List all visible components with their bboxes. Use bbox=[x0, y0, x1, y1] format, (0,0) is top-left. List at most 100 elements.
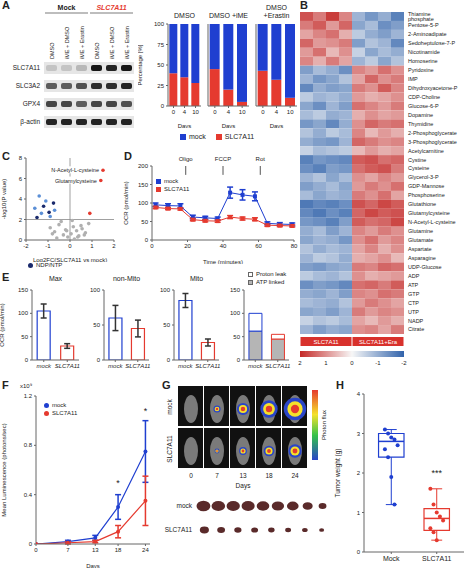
svg-text:2-Aminoadipate: 2-Aminoadipate bbox=[408, 31, 447, 37]
svg-text:0: 0 bbox=[19, 237, 23, 243]
svg-text:iME + DMSO: iME + DMSO bbox=[64, 26, 70, 59]
svg-text:N-Acetyl-L-cysteine: N-Acetyl-L-cysteine bbox=[408, 219, 456, 225]
svg-text:75: 75 bbox=[157, 42, 164, 48]
svg-text:mock: mock bbox=[166, 398, 173, 414]
svg-text:4: 4 bbox=[357, 391, 361, 397]
svg-text:40: 40 bbox=[220, 243, 227, 249]
svg-text:0: 0 bbox=[167, 357, 171, 363]
svg-text:3: 3 bbox=[357, 431, 361, 437]
svg-text:Glucose-6-P: Glucose-6-P bbox=[408, 103, 439, 109]
svg-text:7: 7 bbox=[66, 547, 70, 553]
svg-text:SLC7A11: SLC7A11 bbox=[96, 4, 126, 11]
svg-text:Glutamylcysteine: Glutamylcysteine bbox=[408, 210, 450, 216]
svg-text:NADP: NADP bbox=[408, 318, 424, 324]
svg-text:0: 0 bbox=[172, 109, 176, 115]
svg-text:Pyridoxine: Pyridoxine bbox=[408, 67, 434, 73]
svg-text:150: 150 bbox=[230, 287, 241, 293]
svg-text:100: 100 bbox=[90, 287, 101, 293]
svg-text:0: 0 bbox=[150, 243, 154, 249]
svg-text:Glutathione: Glutathione bbox=[408, 201, 436, 207]
svg-text:*: * bbox=[144, 406, 148, 416]
svg-text:50: 50 bbox=[93, 322, 100, 328]
svg-text:SLC7A11: SLC7A11 bbox=[13, 64, 41, 71]
svg-text:100: 100 bbox=[160, 287, 171, 293]
svg-text:Dopamine: Dopamine bbox=[408, 112, 433, 118]
svg-text:Time (minutes): Time (minutes) bbox=[203, 259, 243, 264]
svg-text:20: 20 bbox=[184, 243, 191, 249]
svg-text:mock: mock bbox=[37, 363, 52, 369]
svg-text:50: 50 bbox=[163, 322, 170, 328]
svg-text:Oligo: Oligo bbox=[179, 156, 194, 162]
svg-text:1.2: 1.2 bbox=[24, 393, 33, 399]
svg-text:0.8: 0.8 bbox=[24, 442, 33, 448]
svg-text:10: 10 bbox=[192, 109, 199, 115]
svg-text:50: 50 bbox=[233, 334, 240, 340]
svg-text:SLC7A11: SLC7A11 bbox=[195, 363, 220, 369]
svg-text:2: 2 bbox=[19, 217, 23, 223]
svg-text:1: 1 bbox=[90, 243, 94, 249]
svg-text:0: 0 bbox=[357, 549, 361, 555]
svg-text:Glutamate: Glutamate bbox=[408, 237, 433, 243]
svg-text:SLC3A2: SLC3A2 bbox=[16, 82, 41, 89]
svg-text:0: 0 bbox=[350, 360, 354, 366]
svg-text:iME + Erastin: iME + Erastin bbox=[124, 26, 130, 59]
svg-text:25: 25 bbox=[157, 83, 164, 89]
svg-text:50: 50 bbox=[21, 334, 28, 340]
svg-text:4: 4 bbox=[183, 109, 187, 115]
svg-text:mock: mock bbox=[108, 363, 123, 369]
svg-text:Log2FC(SLC7A11 vs mock): Log2FC(SLC7A11 vs mock) bbox=[33, 257, 107, 262]
svg-text:10: 10 bbox=[287, 109, 294, 115]
svg-text:3-Phosphoglycerate: 3-Phosphoglycerate bbox=[408, 139, 457, 145]
svg-text:Percentage [%]: Percentage [%] bbox=[138, 44, 143, 85]
svg-text:10: 10 bbox=[239, 109, 246, 115]
svg-text:Rot: Rot bbox=[256, 156, 266, 162]
svg-text:Tumor weight (g): Tumor weight (g) bbox=[334, 449, 342, 498]
svg-text:4: 4 bbox=[275, 109, 279, 115]
svg-text:SLC7A11: SLC7A11 bbox=[165, 526, 193, 533]
svg-text:mock: mock bbox=[248, 363, 263, 369]
svg-text:-2: -2 bbox=[401, 360, 407, 366]
svg-text:Mean Luminescence (photons/sec: Mean Luminescence (photons/sec) bbox=[1, 423, 7, 516]
svg-text:iME + DMSO: iME + DMSO bbox=[109, 26, 115, 59]
svg-text:N-Acetyl-L-cysteine: N-Acetyl-L-cysteine bbox=[51, 167, 99, 173]
svg-text:ATP: ATP bbox=[408, 282, 419, 288]
svg-text:mock: mock bbox=[178, 363, 193, 369]
svg-text:1: 1 bbox=[357, 510, 361, 516]
svg-text:FCCP: FCCP bbox=[215, 156, 231, 162]
svg-text:150: 150 bbox=[138, 182, 149, 188]
svg-text:Acetylcarnitine: Acetylcarnitine bbox=[408, 148, 444, 154]
svg-text:2: 2 bbox=[298, 360, 302, 366]
svg-text:Mock: Mock bbox=[58, 4, 76, 11]
svg-text:-2: -2 bbox=[23, 243, 29, 249]
svg-text:24: 24 bbox=[291, 472, 299, 479]
svg-text:-1: -1 bbox=[45, 243, 51, 249]
svg-text:200: 200 bbox=[138, 163, 149, 169]
svg-text:UDP-Glucose: UDP-Glucose bbox=[408, 264, 442, 270]
svg-text:2: 2 bbox=[112, 243, 116, 249]
svg-text:GPX4: GPX4 bbox=[23, 100, 41, 107]
svg-text:SLC7A11: SLC7A11 bbox=[55, 363, 80, 369]
svg-text:***: *** bbox=[431, 468, 442, 478]
svg-text:Citrate: Citrate bbox=[408, 326, 424, 332]
svg-text:DMSO: DMSO bbox=[94, 42, 100, 59]
svg-text:SLC7A11: SLC7A11 bbox=[125, 363, 150, 369]
svg-text:β-actin: β-actin bbox=[20, 118, 40, 126]
svg-text:Glycerol-3-P: Glycerol-3-P bbox=[408, 174, 439, 180]
svg-text:4: 4 bbox=[227, 109, 231, 115]
svg-text:Sedoheptulose-7-P: Sedoheptulose-7-P bbox=[408, 40, 455, 46]
svg-text:-log10(P value): -log10(P value) bbox=[1, 179, 7, 220]
svg-text:Mock: Mock bbox=[383, 555, 400, 562]
svg-text:Cystine: Cystine bbox=[408, 157, 426, 163]
svg-text:0: 0 bbox=[145, 237, 149, 243]
svg-text:Homoserine: Homoserine bbox=[408, 58, 438, 64]
svg-text:13: 13 bbox=[92, 547, 99, 553]
svg-text:0: 0 bbox=[161, 103, 165, 109]
svg-text:OCR (pmol/min): OCR (pmol/min) bbox=[123, 181, 129, 224]
svg-text:18: 18 bbox=[115, 547, 122, 553]
svg-text:Aspartate: Aspartate bbox=[408, 246, 432, 252]
svg-text:GDP-Mannose: GDP-Mannose bbox=[408, 183, 444, 189]
svg-text:DMSO: DMSO bbox=[49, 42, 55, 59]
svg-text:100: 100 bbox=[154, 21, 165, 27]
svg-text:0: 0 bbox=[34, 547, 38, 553]
svg-text:ADP: ADP bbox=[408, 273, 420, 279]
